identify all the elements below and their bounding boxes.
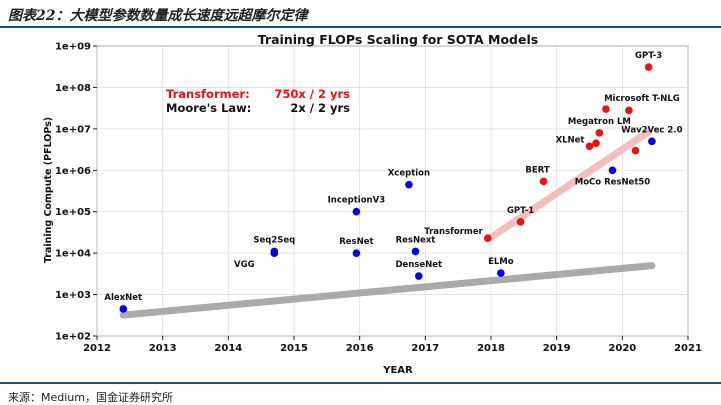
data-point-resnext (411, 247, 420, 256)
annotation-moore-value: 2x / 2 yrs (290, 101, 350, 115)
x-tick-label: 2015 (280, 343, 308, 354)
source-divider (0, 382, 721, 384)
point-label-resnext: ResNext (396, 235, 436, 245)
data-point-unlabeled (631, 146, 640, 155)
x-axis-label: YEAR (382, 365, 413, 376)
y-tick-label: 1e+02 (55, 332, 91, 343)
point-label-xlnet: XLNet (556, 135, 585, 145)
point-label-gpt-1: GPT-1 (507, 206, 534, 216)
y-axis-ticks: 1e+02 1e+03 1e+04 1e+05 1e+06 1e+07 1e+08 1e+09 (55, 42, 97, 343)
annotation-transformer-label: Transformer: (166, 87, 250, 101)
data-point-moco-resnet50 (608, 166, 617, 175)
data-point-wav2vec-2-0 (648, 137, 656, 146)
data-point-inceptionv3 (352, 207, 361, 216)
y-tick-label: 1e+07 (55, 124, 91, 135)
point-label-xception: Xception (388, 169, 430, 179)
point-label-wav2vec-2-0: Wav2Vec 2.0 (621, 125, 682, 135)
y-tick-label: 1e+08 (55, 83, 91, 94)
y-axis-label: Training Compute (PFLOPs) (43, 117, 54, 263)
transformer-trend-line (487, 128, 653, 241)
point-label-transformer: Transformer (424, 227, 483, 237)
y-tick-label: 1e+04 (55, 249, 91, 260)
point-label-elmo: ELMo (488, 257, 514, 267)
data-point-transformer (483, 234, 492, 242)
y-tick-label: 1e+06 (55, 166, 91, 177)
y-tick-label: 1e+03 (55, 290, 91, 301)
point-label-moco-resnet50: MoCo ResNet50 (575, 177, 651, 187)
data-point-xception (405, 180, 413, 189)
data-point-gpt-1 (516, 218, 525, 226)
x-tick-label: 2016 (346, 343, 374, 354)
x-tick-label: 2012 (83, 343, 111, 354)
data-point-gpt-3 (644, 63, 653, 71)
point-label-megatron-lm: Megatron LM (568, 117, 631, 127)
data-point-resnet (352, 249, 361, 257)
caption-divider (0, 26, 721, 28)
point-label-gpt-3: GPT-3 (635, 51, 662, 61)
x-axis-ticks: 2012 2013 2014 2015 2016 2017 2018 2019 2020 2021 (83, 336, 702, 354)
point-label-seq2seq: Seq2Seq (253, 235, 295, 245)
y-tick-label: 1e+05 (55, 207, 91, 218)
trend-lines (119, 128, 656, 319)
data-point-densenet (414, 272, 423, 280)
annotation-transformer-value: 750x / 2 yrs (274, 87, 350, 101)
y-tick-label: 1e+09 (55, 42, 91, 53)
point-label-densenet: DenseNet (395, 260, 442, 270)
point-label-alexnet: AlexNet (104, 293, 142, 303)
point-label-microsoft-t-nlg: Microsoft T-NLG (604, 94, 680, 104)
data-point-megatron-lm (595, 129, 604, 137)
x-tick-label: 2013 (149, 343, 177, 354)
data-point-bert (539, 177, 548, 186)
data-point-unlabeled (625, 106, 633, 115)
point-label-vgg: VGG (234, 260, 255, 270)
point-label-inceptionv3: InceptionV3 (328, 196, 386, 206)
data-points (119, 63, 656, 313)
data-point-xlnet (585, 142, 594, 151)
data-point-elmo (497, 269, 505, 277)
x-tick-label: 2020 (608, 343, 636, 354)
point-label-bert: BERT (525, 165, 549, 175)
data-point-seq2seq (270, 247, 279, 256)
chart-title: Training FLOPs Scaling for SOTA Models (258, 32, 538, 47)
source-note: 来源：Medium，国金证券研究所 (8, 391, 173, 404)
data-point-unlabeled (592, 139, 600, 148)
point-labels: AlexNet VGG Seq2Seq InceptionV3 ResNet Xcepti… (104, 51, 682, 303)
x-tick-label: 2017 (411, 343, 439, 354)
x-tick-label: 2014 (214, 343, 242, 354)
x-tick-label: 2018 (477, 343, 505, 354)
point-label-resnet: ResNet (339, 237, 373, 247)
data-point-alexnet (119, 305, 128, 313)
x-tick-label: 2019 (543, 343, 571, 354)
figure-caption: 图表22：大模型参数数量成长速度远超摩尔定律 (8, 8, 308, 24)
moores-law-trend-line (119, 262, 656, 319)
data-point-microsoft-t-nlg (602, 105, 610, 113)
x-tick-label: 2021 (674, 343, 702, 354)
annotation-moore-label: Moore's Law: (166, 101, 251, 115)
